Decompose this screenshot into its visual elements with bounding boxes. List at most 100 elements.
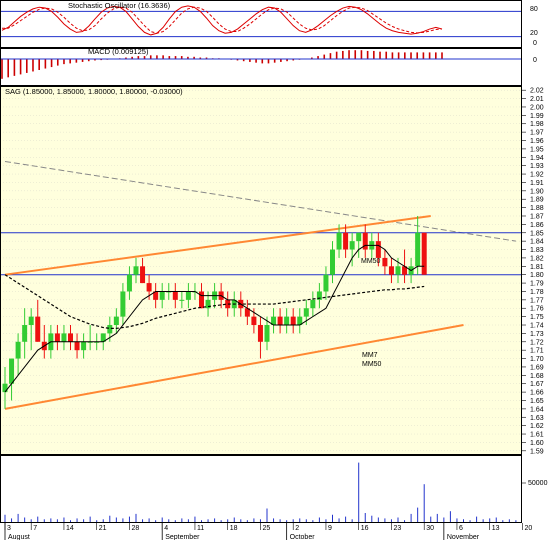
price-tick-label: 1.77 <box>530 297 544 304</box>
macd-bar <box>261 59 264 64</box>
price-tick-label: 1.95 <box>530 146 544 153</box>
macd-bar <box>180 56 183 59</box>
macd-bar <box>125 57 127 59</box>
candle-body <box>251 316 257 326</box>
stochastic-title: Stochastic Oscillator (16.3636) <box>68 1 171 10</box>
candle-body <box>284 316 290 326</box>
macd-label-0: 0 <box>533 57 537 64</box>
price-tick-label: 1.67 <box>530 381 544 388</box>
candle-body <box>343 232 349 250</box>
macd-bar <box>280 59 282 62</box>
mm7-line <box>4 244 425 393</box>
price-tick-label: 1.61 <box>530 432 544 439</box>
price-tick-label: 1.91 <box>530 180 544 187</box>
price-tick-label: 1.86 <box>530 222 544 229</box>
macd-bar <box>379 51 381 59</box>
price-tick-label: 1.80 <box>530 272 544 279</box>
price-panel: SAG (1.85000, 1.85000, 1.80000, 1.80000,… <box>0 86 544 455</box>
candle-body <box>382 257 388 267</box>
month-label: September <box>165 534 200 540</box>
candle-body <box>336 232 342 250</box>
candle-body <box>113 316 119 326</box>
macd-bar <box>422 52 425 59</box>
candle-body <box>310 299 316 309</box>
macd-bar <box>428 52 431 59</box>
price-tick-label: 1.81 <box>530 264 544 271</box>
macd-bar <box>366 50 369 59</box>
macd-bar <box>174 56 177 59</box>
macd-title: MACD (0.009125) <box>88 47 149 56</box>
price-tick-label: 1.70 <box>530 356 544 363</box>
candle-body <box>362 232 368 250</box>
price-tick-label: 1.89 <box>530 197 544 204</box>
price-tick-label: 1.96 <box>530 138 544 145</box>
candle-body <box>257 325 263 342</box>
price-tick-label: 1.97 <box>530 130 544 137</box>
macd-bar <box>385 51 388 59</box>
macd-bar <box>168 56 171 59</box>
mm7-annotation: MM7 <box>362 352 378 359</box>
volume-panel: 50000 <box>0 455 548 523</box>
macd-bar <box>267 59 270 64</box>
x-tick-label: 30 <box>426 525 434 532</box>
price-tick-label: 1.98 <box>530 121 544 128</box>
candle-body <box>22 325 28 342</box>
month-label: October <box>290 534 316 540</box>
candle-body <box>323 274 329 292</box>
candle-body <box>9 358 15 384</box>
price-frame <box>0 86 522 455</box>
mm50-annotation: MM50 <box>362 361 382 368</box>
candle-body <box>402 266 408 275</box>
macd-bar <box>32 59 34 72</box>
price-tick-label: 1.99 <box>530 113 544 120</box>
long-trend-line <box>4 160 516 242</box>
x-tick-label: 23 <box>393 525 401 532</box>
macd-bar <box>75 59 78 63</box>
macd-panel: MACD (0.009125) 0 <box>0 47 537 86</box>
macd-frame <box>0 48 522 86</box>
macd-bar <box>329 53 332 59</box>
macd-bar <box>286 59 288 62</box>
candle-body <box>185 291 191 300</box>
macd-bar <box>7 59 9 78</box>
candle-body <box>28 316 34 326</box>
x-tick-label: 16 <box>361 525 369 532</box>
price-tick-label: 1.84 <box>530 239 544 246</box>
price-tick-label: 2.01 <box>530 96 544 103</box>
macd-bar <box>87 59 90 62</box>
price-tick-label: 2.02 <box>530 88 544 95</box>
candle-body <box>15 341 21 359</box>
macd-bar <box>404 52 406 59</box>
x-tick-label: 25 <box>262 525 270 532</box>
candle-body <box>205 299 211 309</box>
macd-bar <box>205 57 208 59</box>
mm50-line <box>4 274 425 329</box>
candle-body <box>68 333 73 342</box>
x-tick-label: 13 <box>492 525 500 532</box>
macd-bar <box>242 59 245 62</box>
stochastic-frame <box>0 0 522 48</box>
month-label: August <box>8 534 30 540</box>
macd-bar <box>311 57 313 59</box>
macd-bar <box>143 56 146 59</box>
macd-bar <box>335 51 338 59</box>
stochastic-d-line <box>2 6 443 34</box>
macd-bar <box>397 52 400 59</box>
x-tick-label: 20 <box>524 525 532 532</box>
panel-frames <box>0 0 522 523</box>
candle-body <box>349 241 355 250</box>
macd-bar <box>255 59 257 63</box>
price-tick-label: 1.66 <box>530 390 544 397</box>
candle-body <box>140 266 146 284</box>
macd-bar <box>317 56 319 59</box>
candle-body <box>271 316 277 326</box>
price-tick-label: 1.59 <box>530 448 544 455</box>
volume-frame <box>0 455 522 523</box>
candle-body <box>297 316 303 326</box>
price-tick-label: 1.74 <box>530 323 544 330</box>
price-tick-label: 1.72 <box>530 339 544 346</box>
x-tick-label: 18 <box>230 525 238 532</box>
price-tick-label: 1.79 <box>530 281 544 288</box>
macd-bar <box>25 59 28 73</box>
candle-body <box>277 316 283 326</box>
